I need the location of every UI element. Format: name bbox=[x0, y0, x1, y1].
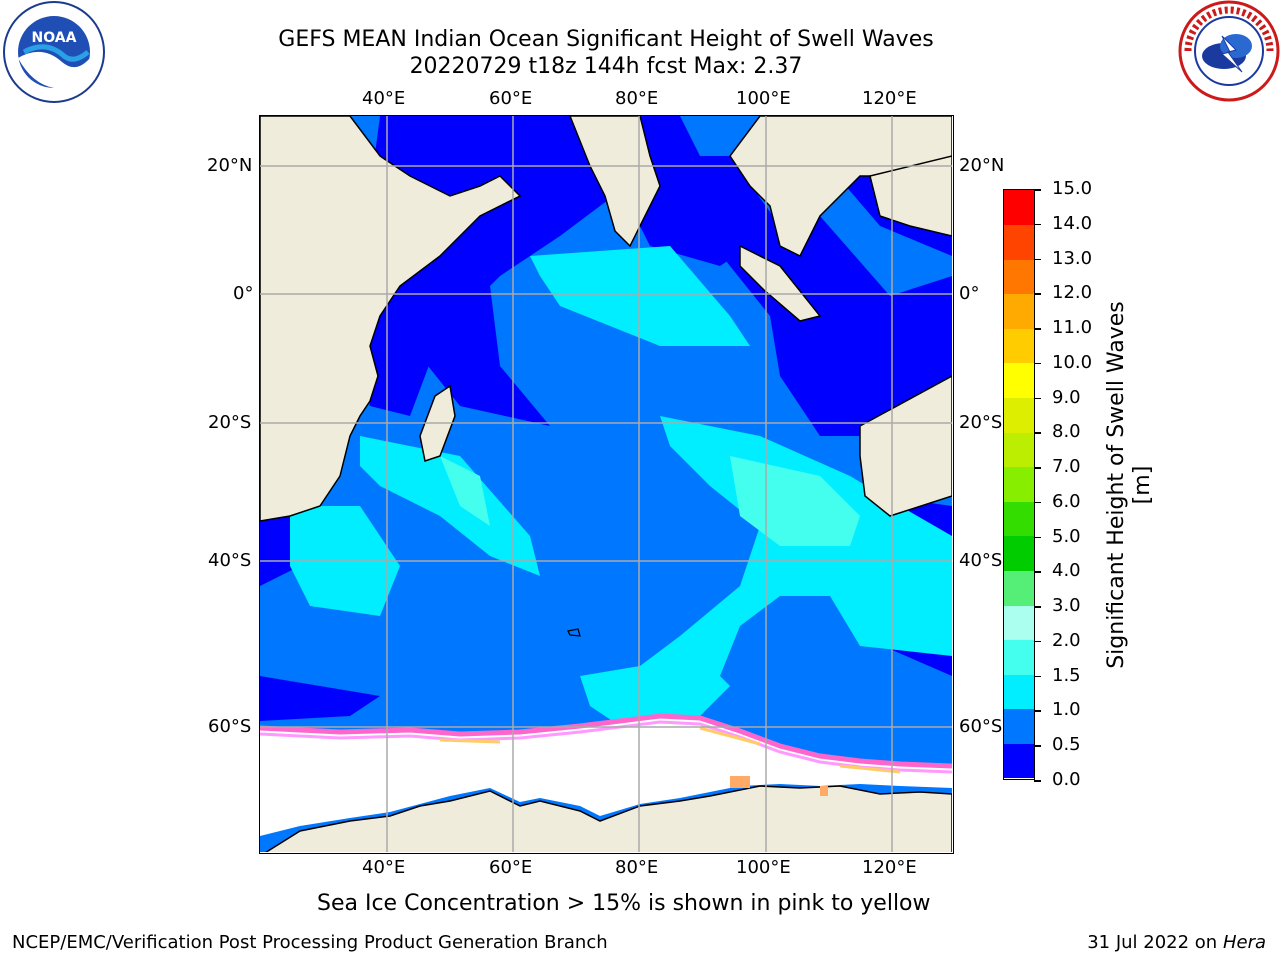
colorbar-tick bbox=[1034, 258, 1041, 261]
colorbar-segment bbox=[1004, 190, 1034, 226]
colorbar-segment bbox=[1004, 259, 1034, 295]
swell-band-1.5-2 bbox=[440, 456, 860, 546]
bottom-tick-120E: 120°E bbox=[862, 857, 917, 878]
colorbar-tick bbox=[1034, 745, 1041, 747]
map-panel[interactable] bbox=[259, 115, 954, 854]
right-tick-40S: 40°S bbox=[959, 550, 1003, 571]
colorbar-segment bbox=[1004, 570, 1034, 606]
colorbar-label: 5.0 bbox=[1052, 525, 1081, 547]
footer-credit: NCEP/EMC/Verification Post Processing Pr… bbox=[12, 932, 608, 953]
colorbar-tick bbox=[1034, 432, 1041, 434]
colorbar-tick bbox=[1034, 501, 1041, 504]
chart-title: GEFS MEAN Indian Ocean Significant Heigh… bbox=[278, 27, 934, 52]
colorbar-label: 10.0 bbox=[1052, 351, 1093, 373]
right-tick-0: 0° bbox=[959, 283, 980, 304]
colorbar-segment bbox=[1004, 674, 1034, 710]
footer-date-text: 31 Jul 2022 on bbox=[1087, 932, 1223, 953]
sea-ice-caption: Sea Ice Concentration > 15% is shown in … bbox=[317, 891, 931, 916]
bottom-tick-60E: 60°E bbox=[489, 857, 533, 878]
right-tick-20N: 20°N bbox=[959, 155, 1005, 176]
svg-text:NOAA: NOAA bbox=[32, 30, 77, 46]
colorbar-label: 2.0 bbox=[1052, 629, 1081, 651]
colorbar bbox=[1003, 189, 1035, 780]
gridlines bbox=[260, 116, 952, 852]
colorbar-tick bbox=[1034, 328, 1041, 330]
footer-machine: Hera bbox=[1222, 932, 1266, 953]
colorbar-label: 12.0 bbox=[1052, 282, 1093, 304]
colorbar-label: 9.0 bbox=[1052, 386, 1081, 408]
bottom-tick-100E: 100°E bbox=[736, 857, 791, 878]
colorbar-segment bbox=[1004, 743, 1034, 779]
bottom-tick-80E: 80°E bbox=[615, 857, 659, 878]
colorbar-label: 0.5 bbox=[1052, 734, 1081, 756]
left-tick-0: 0° bbox=[233, 283, 254, 304]
top-tick-60E: 60°E bbox=[489, 88, 533, 109]
colorbar-segment bbox=[1004, 293, 1034, 329]
swell-height-map bbox=[260, 116, 952, 852]
colorbar-segment bbox=[1004, 501, 1034, 537]
colorbar-tick bbox=[1034, 536, 1041, 539]
footer-date: 31 Jul 2022 on Hera bbox=[1087, 932, 1266, 954]
colorbar-segment bbox=[1004, 708, 1034, 744]
colorbar-tick bbox=[1034, 223, 1041, 226]
right-tick-60S: 60°S bbox=[959, 716, 1003, 737]
colorbar-tick bbox=[1034, 640, 1041, 643]
colorbar-tick bbox=[1034, 189, 1041, 191]
colorbar-segment bbox=[1004, 639, 1034, 675]
colorbar-tick bbox=[1034, 780, 1041, 782]
colorbar-tick bbox=[1034, 675, 1041, 678]
colorbar-tick bbox=[1034, 710, 1041, 712]
colorbar-segment bbox=[1004, 466, 1034, 502]
sea-ice bbox=[260, 713, 952, 836]
right-tick-20S: 20°S bbox=[959, 412, 1003, 433]
colorbar-label: 14.0 bbox=[1052, 212, 1093, 234]
top-tick-80E: 80°E bbox=[615, 88, 659, 109]
colorbar-label: 6.0 bbox=[1052, 490, 1081, 512]
kerguelen-island bbox=[567, 628, 581, 637]
colorbar-tick bbox=[1034, 467, 1041, 469]
colorbar-label: 1.0 bbox=[1052, 699, 1081, 721]
chart-subtitle: 20220729 t18z 144h fcst Max: 2.37 bbox=[409, 54, 803, 79]
colorbar-segment bbox=[1004, 432, 1034, 468]
nws-logo bbox=[1178, 0, 1280, 102]
colorbar-segment bbox=[1004, 397, 1034, 433]
left-tick-60S: 60°S bbox=[208, 716, 252, 737]
colorbar-label: 1.5 bbox=[1052, 664, 1081, 686]
top-tick-40E: 40°E bbox=[362, 88, 406, 109]
colorbar-label: 7.0 bbox=[1052, 456, 1081, 478]
colorbar-tick bbox=[1034, 362, 1041, 365]
colorbar-label: 3.0 bbox=[1052, 595, 1081, 617]
colorbar-label: 15.0 bbox=[1052, 178, 1093, 199]
colorbar-tick bbox=[1034, 397, 1041, 400]
colorbar-tick bbox=[1034, 571, 1041, 573]
left-tick-20S: 20°S bbox=[208, 412, 252, 433]
colorbar-tick bbox=[1034, 606, 1041, 608]
colorbar-label: 0.0 bbox=[1052, 769, 1081, 790]
bottom-tick-40E: 40°E bbox=[362, 857, 406, 878]
colorbar-tick bbox=[1034, 293, 1041, 295]
colorbar-segment bbox=[1004, 224, 1034, 260]
top-tick-100E: 100°E bbox=[736, 88, 791, 109]
colorbar-label: 11.0 bbox=[1052, 317, 1093, 339]
colorbar-segment bbox=[1004, 605, 1034, 641]
noaa-logo: NOAA bbox=[3, 1, 105, 103]
colorbar-label: 4.0 bbox=[1052, 560, 1081, 582]
colorbar-label: 8.0 bbox=[1052, 421, 1081, 443]
left-tick-20N: 20°N bbox=[207, 155, 253, 176]
colorbar-segment bbox=[1004, 328, 1034, 364]
left-tick-40S: 40°S bbox=[208, 550, 252, 571]
colorbar-segment bbox=[1004, 535, 1034, 571]
landmasses bbox=[260, 116, 952, 852]
colorbar-label: 13.0 bbox=[1052, 247, 1093, 269]
top-tick-120E: 120°E bbox=[862, 88, 917, 109]
colorbar-title: Significant Height of Swell Waves [m] bbox=[1104, 301, 1155, 669]
colorbar-segment bbox=[1004, 362, 1034, 399]
